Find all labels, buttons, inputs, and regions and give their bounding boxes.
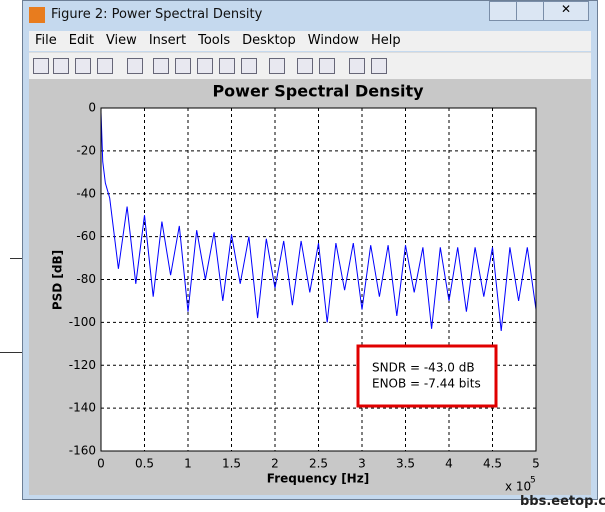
app-icon xyxy=(29,7,45,23)
menu-item[interactable]: View xyxy=(105,33,137,48)
x-tick-label: 5 xyxy=(532,457,540,471)
toolbar-button[interactable] xyxy=(241,58,257,74)
menu-item[interactable]: Tools xyxy=(198,33,231,48)
toolbar-button[interactable] xyxy=(175,58,191,74)
plot-border xyxy=(100,107,537,452)
x-tick-label: 0 xyxy=(97,457,105,471)
y-tick-label: -60 xyxy=(76,229,96,243)
y-tick-label: -140 xyxy=(69,401,96,415)
toolbar-button[interactable] xyxy=(371,58,387,74)
y-tick-label: -160 xyxy=(69,444,96,458)
annotation: ENOB = -7.44 bits xyxy=(372,377,481,391)
menu-item[interactable]: Insert xyxy=(148,33,187,48)
y-tick-label: -80 xyxy=(76,272,96,286)
x-tick-label: 1 xyxy=(184,457,192,471)
menu-item[interactable]: Desktop xyxy=(242,33,296,48)
toolbar xyxy=(29,52,591,79)
x-tick-label: 4 xyxy=(445,457,453,471)
annotation: SNDR = -43.0 dB xyxy=(372,361,475,375)
x-axis-label: Frequency [Hz] xyxy=(267,472,369,486)
window-title: Figure 2: Power Spectral Density xyxy=(51,7,263,22)
toolbar-button[interactable] xyxy=(349,58,365,74)
x-tick-label: 1.5 xyxy=(222,457,241,471)
x-tick-label: 2 xyxy=(271,457,279,471)
toolbar-button[interactable] xyxy=(319,58,335,74)
toolbar-button[interactable] xyxy=(75,58,91,74)
toolbar-button[interactable] xyxy=(33,58,49,74)
x-exponent-base: x 10 xyxy=(505,480,531,494)
toolbar-button[interactable] xyxy=(53,58,69,74)
x-tick-label: 3 xyxy=(358,457,366,471)
menu-item[interactable]: Window xyxy=(307,33,360,48)
background-line xyxy=(0,352,22,353)
toolbar-button[interactable] xyxy=(197,58,213,74)
data-line xyxy=(100,112,537,332)
toolbar-button[interactable] xyxy=(153,58,169,74)
x-tick-label: 2.5 xyxy=(309,457,328,471)
annotation-box xyxy=(356,344,498,408)
menu-item[interactable]: Edit xyxy=(68,33,94,48)
x-exponent: 5 xyxy=(530,476,536,486)
y-tick-label: 0 xyxy=(88,101,96,115)
x-tick-label: 3.5 xyxy=(396,457,415,471)
watermark: bbs.eetop.cn xyxy=(520,494,605,509)
toolbar-button[interactable] xyxy=(297,58,313,74)
menu-item[interactable]: Help xyxy=(371,33,401,48)
toolbar-button[interactable] xyxy=(127,58,143,74)
x-tick-label: 0.5 xyxy=(135,457,154,471)
chart-title: Power Spectral Density xyxy=(212,82,424,101)
menu-bar: File Edit View Insert Tools Desktop Window Help xyxy=(29,31,591,51)
title-bar: Figure 2: Power Spectral Density ✕ xyxy=(23,1,597,29)
y-axis-label: PSD [dB] xyxy=(51,250,65,310)
menu-item[interactable]: File xyxy=(35,33,57,48)
x-tick-label: 4.5 xyxy=(483,457,502,471)
toolbar-button[interactable] xyxy=(219,58,235,74)
background-line xyxy=(10,258,22,259)
y-tick-label: -120 xyxy=(69,358,96,372)
toolbar-button[interactable] xyxy=(269,58,285,74)
y-tick-label: -40 xyxy=(76,186,96,200)
y-tick-label: -100 xyxy=(69,315,96,329)
close-button[interactable]: ✕ xyxy=(543,1,589,21)
toolbar-button[interactable] xyxy=(97,58,113,74)
y-tick-label: -20 xyxy=(76,143,96,157)
